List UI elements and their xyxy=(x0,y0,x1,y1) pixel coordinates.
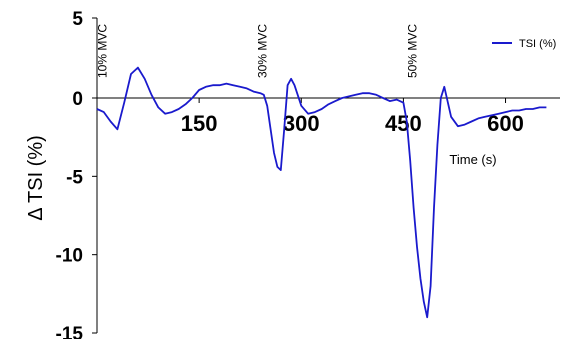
y-tick-label: -10 xyxy=(56,246,83,267)
annotation-label: 30% MVC xyxy=(256,24,270,78)
y-tick-label: -5 xyxy=(66,167,83,188)
x-axis-label: Time (s) xyxy=(449,152,496,167)
annotations: 10% MVC 30% MVC 50% MVC xyxy=(96,24,420,78)
legend-label: TSI (%) xyxy=(519,38,556,50)
annotation-label: 50% MVC xyxy=(405,24,419,78)
x-tick-label: 300 xyxy=(283,111,320,136)
y-tick-label: 0 xyxy=(72,89,83,110)
x-tick-label: 450 xyxy=(385,111,422,136)
annotation-label: 10% MVC xyxy=(96,24,110,78)
y-axis-label: Δ TSI (%) xyxy=(25,135,47,221)
legend: TSI (%) xyxy=(492,38,556,50)
y-tick-label: 5 xyxy=(72,9,83,30)
series-line-tsi xyxy=(96,66,547,319)
y-tick-label: -15 xyxy=(56,324,84,339)
x-tick-label: 150 xyxy=(181,111,218,136)
series-layer xyxy=(96,66,547,319)
